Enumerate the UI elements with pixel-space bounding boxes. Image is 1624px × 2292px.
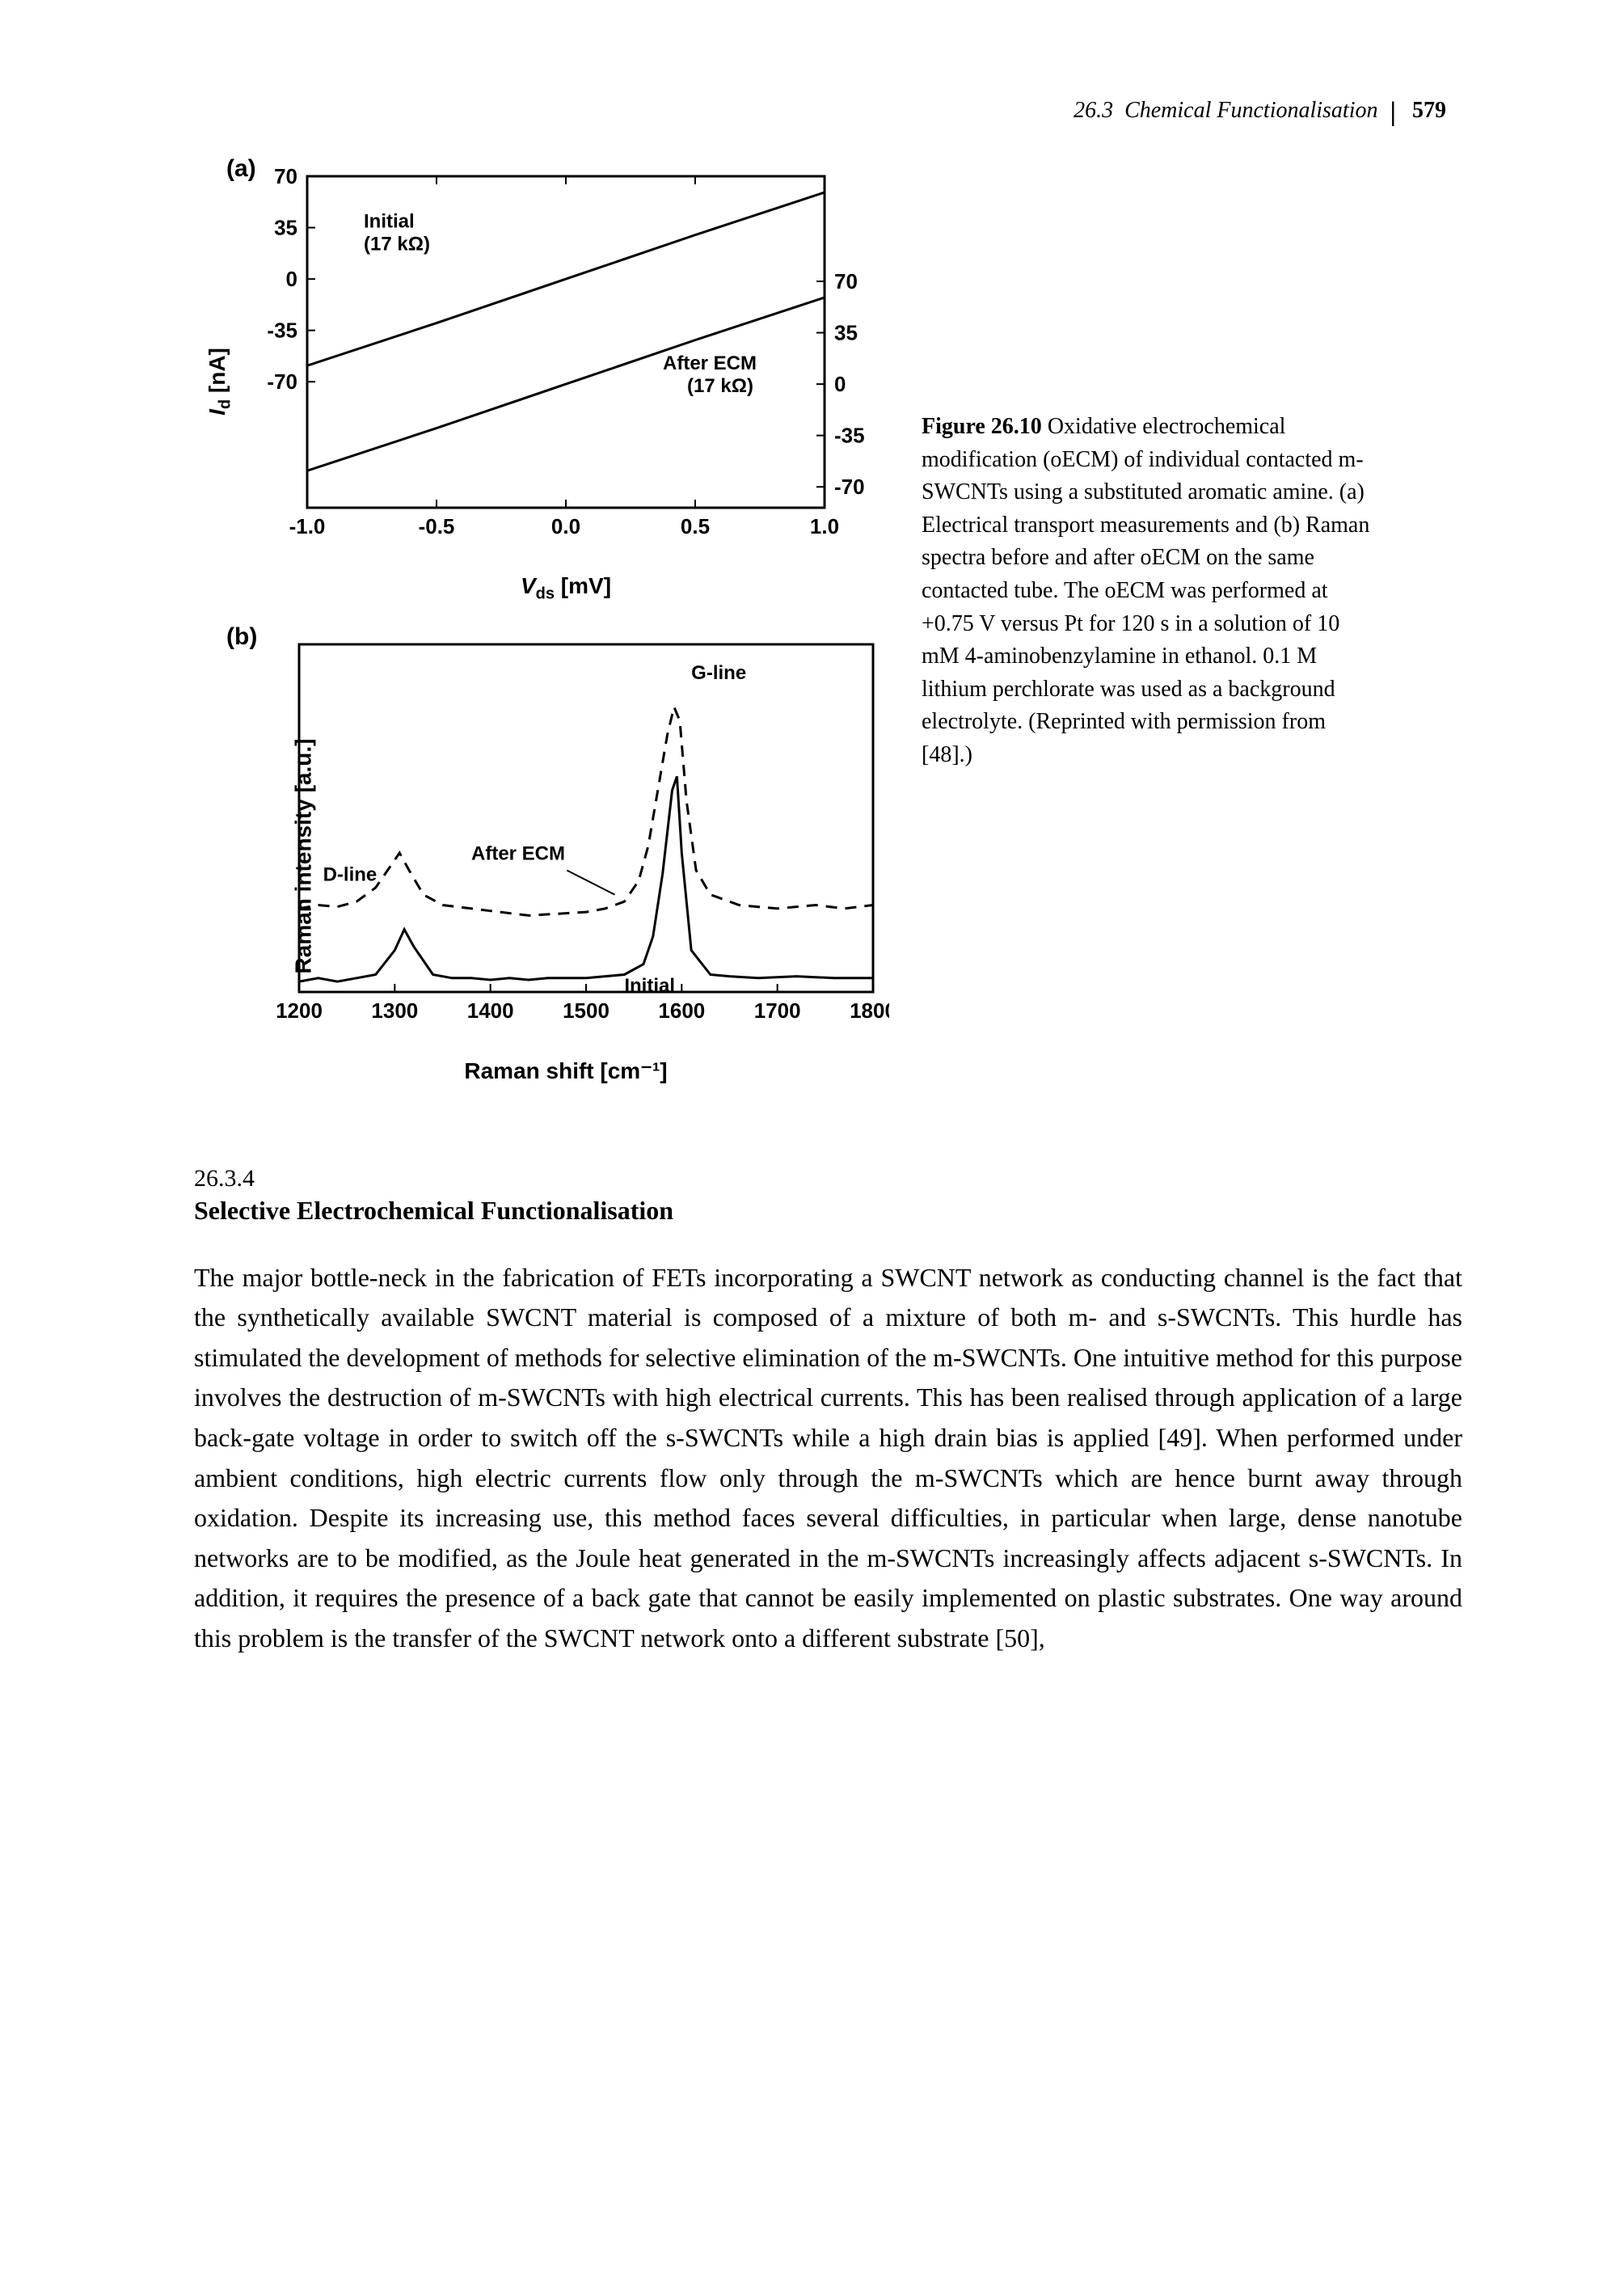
header-section-title: Chemical Functionalisation xyxy=(1124,98,1377,123)
svg-text:-1.0: -1.0 xyxy=(289,514,326,538)
svg-text:1200: 1200 xyxy=(276,998,323,1023)
panel-b-chart: 1200 1300 1400 1500 1600 1700 1800 D-line G-line… xyxy=(243,628,889,1049)
svg-text:1300: 1300 xyxy=(371,998,418,1023)
svg-text:-35: -35 xyxy=(267,319,297,343)
svg-text:After ECM: After ECM xyxy=(471,842,565,864)
svg-text:G-line: G-line xyxy=(691,662,746,684)
svg-text:-35: -35 xyxy=(834,424,865,448)
svg-text:0.5: 0.5 xyxy=(681,514,710,538)
svg-text:1800: 1800 xyxy=(850,998,889,1023)
section-title: Selective Electrochemical Functionalisat… xyxy=(194,1196,1462,1226)
panel-b-y-axis: Raman intensity [a.u.] xyxy=(290,738,316,973)
page-number: 579 xyxy=(1412,98,1446,123)
svg-text:70: 70 xyxy=(834,269,858,293)
figure-caption: Figure 26.10 Oxidative electrochemical m… xyxy=(922,160,1374,772)
svg-text:35: 35 xyxy=(274,216,297,240)
figure-row: (a) Id [nA] -1.0-0.50.00.51.070350-35-70… xyxy=(194,160,1462,1100)
panel-a-x-axis: Vds [mV] xyxy=(243,573,889,604)
svg-text:1600: 1600 xyxy=(658,998,705,1023)
svg-text:1700: 1700 xyxy=(754,998,801,1023)
svg-text:-70: -70 xyxy=(267,369,297,394)
figure-label: Figure 26.10 xyxy=(922,414,1042,439)
panel-a: (a) Id [nA] -1.0-0.50.00.51.070350-35-70… xyxy=(194,160,889,604)
section-number: 26.3.4 xyxy=(194,1165,1462,1192)
figure-caption-text: Oxidative electrochemical modification (… xyxy=(922,414,1369,767)
svg-text:After ECM: After ECM xyxy=(663,352,757,374)
svg-text:0: 0 xyxy=(834,372,846,396)
svg-text:-70: -70 xyxy=(834,475,865,499)
svg-text:-0.5: -0.5 xyxy=(419,514,455,538)
svg-text:1400: 1400 xyxy=(467,998,514,1023)
svg-text:1.0: 1.0 xyxy=(810,514,839,538)
svg-text:0.0: 0.0 xyxy=(551,514,580,538)
body-paragraph: The major bottle-neck in the fabrication… xyxy=(194,1258,1462,1659)
svg-text:Initial: Initial xyxy=(364,211,415,233)
svg-text:70: 70 xyxy=(274,164,297,188)
panel-a-label: (a) xyxy=(226,155,256,183)
svg-text:35: 35 xyxy=(834,321,858,345)
header-separator: | xyxy=(1390,97,1397,127)
figure-graphics: (a) Id [nA] -1.0-0.50.00.51.070350-35-70… xyxy=(194,160,889,1100)
svg-text:(17 kΩ): (17 kΩ) xyxy=(687,375,753,397)
panel-b-x-axis: Raman shift [cm⁻¹] xyxy=(243,1057,889,1084)
svg-text:Initial: Initial xyxy=(624,975,675,997)
panel-a-chart: -1.0 -0.5 0.0 0.5 1.0 70 35 0 -35 -70 70 35 0 -35 -70 I… xyxy=(243,160,889,564)
running-header: 26.3 Chemical Functionalisation | 579 xyxy=(194,97,1462,128)
panel-b: (b) Raman intensity [a.u.] 1200130014001… xyxy=(194,628,889,1084)
panel-b-label: (b) xyxy=(226,623,257,651)
svg-text:0: 0 xyxy=(286,267,297,291)
header-section-num: 26.3 xyxy=(1074,98,1113,123)
svg-text:D-line: D-line xyxy=(323,863,378,885)
svg-text:1500: 1500 xyxy=(563,998,610,1023)
panel-a-y-axis: Id [nA] xyxy=(205,348,235,416)
svg-text:(17 kΩ): (17 kΩ) xyxy=(364,234,430,255)
